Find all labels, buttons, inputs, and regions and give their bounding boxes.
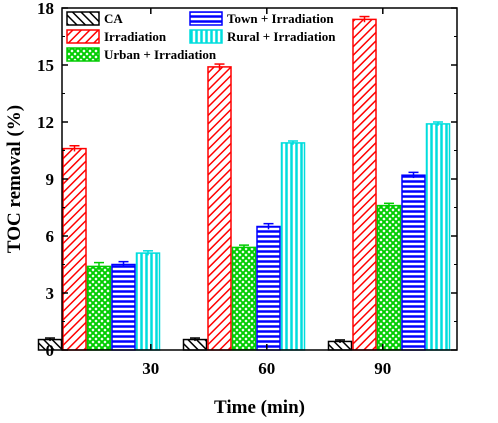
y-axis-title: TOC removal (%) xyxy=(4,105,25,253)
bar-rural-irradiation-60 xyxy=(280,142,306,351)
x-tick-label: 90 xyxy=(374,359,391,378)
legend-label: Town + Irradiation xyxy=(227,11,334,26)
axes-layer: 0 3 6 9 12 15 18 30 60 90 xyxy=(37,0,458,378)
y-tick-label: 6 xyxy=(46,227,55,246)
y-tick-label: 18 xyxy=(37,0,54,18)
legend-swatch-urban-irradiation xyxy=(66,47,100,62)
legend-swatch-ca xyxy=(66,11,100,26)
legend: CA Irradiation Urban + Irradiation Town + I… xyxy=(66,11,336,62)
bar-town-irradiation-90 xyxy=(401,174,426,351)
y-tick-label: 0 xyxy=(46,341,55,360)
bar-urban-irradiation-90 xyxy=(376,204,402,351)
x-tick-label: 60 xyxy=(258,359,275,378)
y-tick-label: 12 xyxy=(37,113,54,132)
bars-layer xyxy=(37,15,451,351)
legend-swatch-town-irradiation xyxy=(189,11,223,26)
bar-urban-irradiation-30 xyxy=(86,265,112,351)
legend-swatch-rural-irradiation xyxy=(189,29,223,44)
legend-label: Urban + Irradiation xyxy=(104,47,217,62)
legend-swatch-irradiation xyxy=(66,29,100,44)
bar-ca-60 xyxy=(182,338,208,351)
legend-label: Irradiation xyxy=(104,29,167,44)
y-tick-label: 9 xyxy=(46,170,55,189)
bar-rural-irradiation-90 xyxy=(425,123,451,351)
x-axis-title: Time (min) xyxy=(214,397,305,418)
legend-label: Rural + Irradiation xyxy=(227,29,336,44)
y-tick-label: 15 xyxy=(37,56,54,75)
bar-town-irradiation-60 xyxy=(256,225,281,351)
bar-irradiation-90 xyxy=(352,18,377,351)
legend-label: CA xyxy=(104,11,123,26)
bar-urban-irradiation-60 xyxy=(231,246,257,351)
y-tick-label: 3 xyxy=(46,284,55,303)
x-tick-label: 30 xyxy=(142,359,159,378)
bar-town-irradiation-30 xyxy=(111,263,136,351)
bar-irradiation-60 xyxy=(207,66,232,351)
bar-rural-irradiation-30 xyxy=(135,252,161,351)
